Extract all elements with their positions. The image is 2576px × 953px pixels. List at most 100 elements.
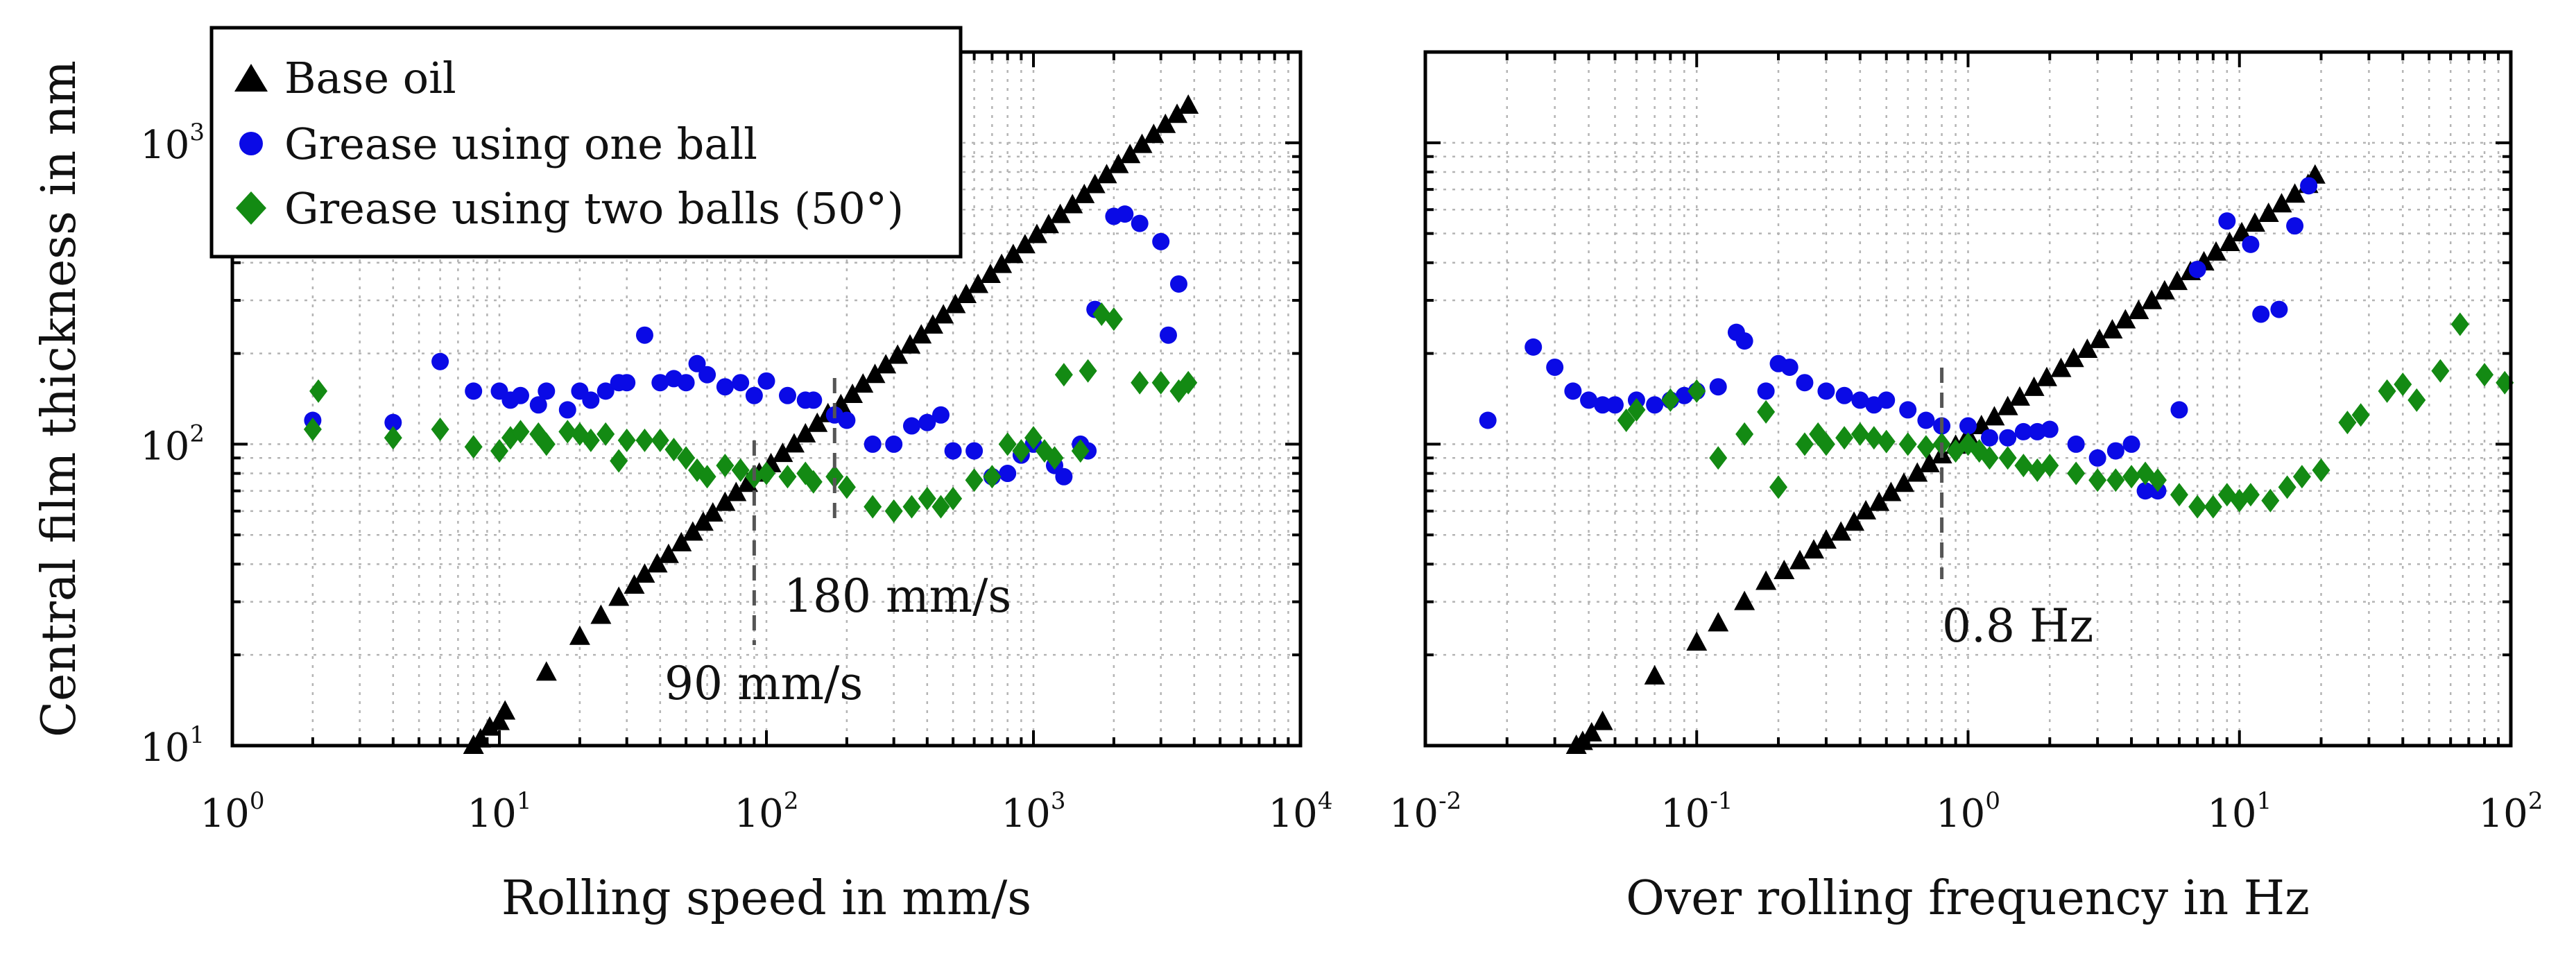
diamond-data-point [983, 465, 1002, 489]
diamond-data-point [1980, 446, 1999, 470]
triangle-data-point [1644, 664, 1665, 685]
circle-data-point [2270, 300, 2288, 318]
triangle-data-point [2167, 271, 2188, 291]
triangle-data-point [1893, 472, 1914, 492]
circle-data-point [1735, 332, 1753, 350]
diamond-data-point [2450, 312, 2469, 336]
triangle-data-point [1581, 722, 1602, 742]
triangle-data-point [725, 481, 747, 501]
diamond-data-point [1851, 422, 1869, 446]
diamond-data-point [1735, 422, 1754, 446]
diamond-data-point [1757, 400, 1776, 424]
circle-data-point [558, 401, 576, 419]
circle-data-point [716, 378, 734, 396]
circle-data-point [931, 406, 950, 424]
circle-data-point [2300, 177, 2318, 195]
circle-data-point [965, 442, 984, 460]
triangle-data-point [864, 363, 886, 384]
triangle-data-point [1108, 153, 1129, 173]
triangle-data-point [470, 728, 491, 748]
triangle-data-point [1062, 194, 1083, 214]
triangle-data-point [795, 422, 816, 443]
diamond-data-point [1898, 432, 1917, 456]
diamond-data-point [1688, 379, 1706, 403]
diamond-data-point [2014, 454, 2033, 478]
diamond-data-point [2338, 411, 2357, 435]
diamond-data-point [303, 418, 322, 442]
diamond-data-point [2204, 495, 2222, 519]
triangle-data-point [1844, 511, 1865, 531]
circle-data-point [677, 374, 695, 392]
diamond-data-point [1998, 446, 2017, 470]
diamond-data-point [884, 499, 903, 523]
diamond-data-point [2148, 468, 2167, 492]
triangle-data-point [1038, 214, 1059, 234]
triangle-data-point [1131, 133, 1153, 153]
circle-data-point [1780, 358, 1798, 376]
triangle-data-point [1774, 560, 1795, 580]
circle-data-point [2067, 435, 2085, 453]
triangle-data-point [1592, 710, 1613, 730]
triangle-data-point [489, 710, 510, 730]
legend-item-base-oil: Base oil [234, 53, 456, 103]
diamond-data-point [2106, 468, 2125, 492]
diamond-data-point [998, 432, 1017, 456]
diamond-data-point [1617, 409, 1635, 433]
circle-data-point [1817, 382, 1835, 400]
circle-data-point [2041, 420, 2059, 438]
diamond-data-point [2378, 379, 2396, 403]
triangle-data-point [702, 501, 723, 522]
diamond-data-point [537, 432, 556, 456]
triangle-data-point [1918, 452, 1940, 472]
triangle-data-point [2231, 221, 2253, 241]
circle-data-point [1646, 396, 1664, 414]
diamond-data-point [918, 486, 936, 510]
triangle-data-point [535, 661, 557, 681]
triangle-data-point [1803, 539, 1825, 559]
diamond-data-point [2431, 359, 2450, 383]
circle-data-point [1169, 275, 1187, 293]
diamond-data-point [2292, 465, 2311, 489]
diamond-data-point [864, 495, 882, 519]
triangle-data-point [634, 563, 655, 583]
circle-data-point [885, 435, 903, 453]
triangle-data-point [807, 412, 828, 432]
circle-data-point [2252, 305, 2270, 323]
triangle-data-point [2244, 212, 2266, 232]
triangle-data-point [1143, 123, 1165, 144]
circle-data-point [698, 366, 716, 384]
diamond-data-point [2041, 454, 2059, 478]
legend: Base oil Grease using one ball Grease us… [209, 26, 963, 259]
diamond-data-point [431, 418, 449, 442]
triangle-data-point [671, 531, 692, 551]
triangle-data-point [991, 253, 1013, 273]
triangle-data-point [1686, 631, 1708, 651]
diamond-data-point [1916, 435, 1935, 459]
diamond-data-point [944, 486, 963, 510]
circle-data-point [999, 465, 1017, 483]
circle-data-point [864, 435, 882, 453]
diamond-data-point [965, 468, 984, 492]
circle-data-point [618, 374, 636, 392]
series-grease-using-one-ball [1479, 177, 2318, 500]
triangle-data-point [495, 700, 516, 720]
triangle-marker-icon [234, 64, 268, 92]
triangle-data-point [1049, 203, 1071, 223]
circle-data-point [1851, 391, 1869, 409]
triangle-data-point [1755, 570, 1777, 590]
circle-data-point [2122, 435, 2140, 453]
diamond-data-point [2475, 363, 2494, 387]
diamond-data-point [2067, 461, 2086, 486]
diamond-data-point [698, 465, 716, 489]
triangle-data-point [956, 284, 977, 304]
triangle-data-point [2219, 231, 2240, 251]
triangle-data-point [945, 293, 966, 314]
triangle-data-point [569, 625, 590, 645]
diamond-data-point [1769, 475, 1788, 499]
right-ticks [1425, 52, 2511, 746]
triangle-data-point [1002, 243, 1024, 264]
circle-data-point [1580, 391, 1598, 409]
triangle-data-point [2115, 309, 2136, 329]
left-x-axis-label: Rolling speed in mm/s [501, 871, 1031, 926]
